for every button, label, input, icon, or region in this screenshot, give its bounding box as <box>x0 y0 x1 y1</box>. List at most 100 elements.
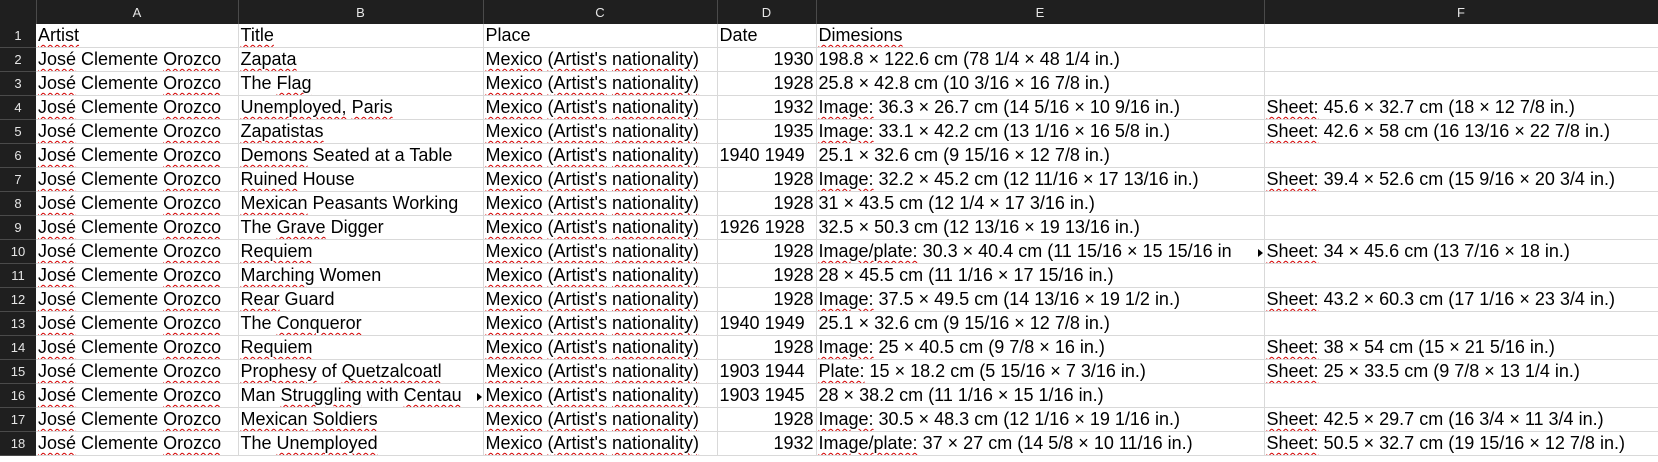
cell-b7[interactable]: Ruined House <box>238 167 484 192</box>
cell-b15[interactable]: Prophesy of Quetzalcoatl <box>238 359 484 384</box>
cell-b6[interactable]: Demons Seated at a Table <box>238 143 484 168</box>
cell-e7[interactable]: Image: 32.2 × 45.2 cm (12 11/16 × 17 13/… <box>816 167 1265 192</box>
cell-a17[interactable]: José Clemente Orozco <box>36 407 239 432</box>
cell-f18[interactable]: Sheet: 50.5 × 32.7 cm (19 15/16 × 12 7/8… <box>1264 431 1658 456</box>
cell-f11[interactable] <box>1264 263 1658 288</box>
cell-d6[interactable]: 1940 1949 <box>717 143 817 168</box>
cell-a4[interactable]: José Clemente Orozco <box>36 95 239 120</box>
cell-f7[interactable]: Sheet: 39.4 × 52.6 cm (15 9/16 × 20 3/4 … <box>1264 167 1658 192</box>
cell-d17[interactable]: 1928 <box>717 407 817 432</box>
cell-a7[interactable]: José Clemente Orozco <box>36 167 239 192</box>
cell-c4[interactable]: Mexico (Artist's nationality) <box>483 95 718 120</box>
column-header-b[interactable]: B <box>238 0 484 24</box>
cell-d13[interactable]: 1940 1949 <box>717 311 817 336</box>
cell-e4[interactable]: Image: 36.3 × 26.7 cm (14 5/16 × 10 9/16… <box>816 95 1265 120</box>
cell-a10[interactable]: José Clemente Orozco <box>36 239 239 264</box>
cell-d3[interactable]: 1928 <box>717 71 817 96</box>
row-header[interactable]: 10 <box>0 239 36 264</box>
cell-f8[interactable] <box>1264 191 1658 216</box>
row-header[interactable]: 14 <box>0 335 36 360</box>
cell-c9[interactable]: Mexico (Artist's nationality) <box>483 215 718 240</box>
row-header[interactable]: 1 <box>0 24 36 48</box>
cell-c6[interactable]: Mexico (Artist's nationality) <box>483 143 718 168</box>
cell-d2[interactable]: 1930 <box>717 47 817 72</box>
cell-d7[interactable]: 1928 <box>717 167 817 192</box>
cell-c16[interactable]: Mexico (Artist's nationality) <box>483 383 718 408</box>
cell-e6[interactable]: 25.1 × 32.6 cm (9 15/16 × 12 7/8 in.) <box>816 143 1265 168</box>
cell-e1[interactable]: Dimesions <box>816 24 1265 48</box>
cell-b10[interactable]: Requiem <box>238 239 484 264</box>
cell-f5[interactable]: Sheet: 42.6 × 58 cm (16 13/16 × 22 7/8 i… <box>1264 119 1658 144</box>
row-header[interactable]: 9 <box>0 215 36 240</box>
cell-b2[interactable]: Zapata <box>238 47 484 72</box>
cell-a2[interactable]: José Clemente Orozco <box>36 47 239 72</box>
row-header[interactable]: 2 <box>0 47 36 72</box>
cell-b13[interactable]: The Conqueror <box>238 311 484 336</box>
cell-e3[interactable]: 25.8 × 42.8 cm (10 3/16 × 16 7/8 in.) <box>816 71 1265 96</box>
row-header[interactable]: 17 <box>0 407 36 432</box>
cell-e2[interactable]: 198.8 × 122.6 cm (78 1/4 × 48 1/4 in.) <box>816 47 1265 72</box>
cell-e9[interactable]: 32.5 × 50.3 cm (12 13/16 × 19 13/16 in.) <box>816 215 1265 240</box>
cell-e18[interactable]: Image/plate: 37 × 27 cm (14 5/8 × 10 11/… <box>816 431 1265 456</box>
cell-f14[interactable]: Sheet: 38 × 54 cm (15 × 21 5/16 in.) <box>1264 335 1658 360</box>
column-header-a[interactable]: A <box>36 0 239 24</box>
row-header[interactable]: 11 <box>0 263 36 288</box>
cell-d10[interactable]: 1928 <box>717 239 817 264</box>
row-header[interactable]: 7 <box>0 167 36 192</box>
row-header[interactable]: 5 <box>0 119 36 144</box>
cell-a15[interactable]: José Clemente Orozco <box>36 359 239 384</box>
cell-b14[interactable]: Requiem <box>238 335 484 360</box>
row-header[interactable]: 3 <box>0 71 36 96</box>
cell-c18[interactable]: Mexico (Artist's nationality) <box>483 431 718 456</box>
cell-f9[interactable] <box>1264 215 1658 240</box>
cell-b18[interactable]: The Unemployed <box>238 431 484 456</box>
row-header[interactable]: 15 <box>0 359 36 384</box>
cell-a18[interactable]: José Clemente Orozco <box>36 431 239 456</box>
cell-b16[interactable]: Man Struggling with Centau <box>238 383 484 408</box>
cell-c17[interactable]: Mexico (Artist's nationality) <box>483 407 718 432</box>
cell-a3[interactable]: José Clemente Orozco <box>36 71 239 96</box>
cell-c8[interactable]: Mexico (Artist's nationality) <box>483 191 718 216</box>
cell-c1[interactable]: Place <box>483 24 718 48</box>
cell-b4[interactable]: Unemployed, Paris <box>238 95 484 120</box>
row-header[interactable]: 6 <box>0 143 36 168</box>
row-header[interactable]: 16 <box>0 383 36 408</box>
cell-d18[interactable]: 1932 <box>717 431 817 456</box>
cell-d11[interactable]: 1928 <box>717 263 817 288</box>
cell-a11[interactable]: José Clemente Orozco <box>36 263 239 288</box>
cell-d14[interactable]: 1928 <box>717 335 817 360</box>
cell-f16[interactable] <box>1264 383 1658 408</box>
column-header-d[interactable]: D <box>717 0 817 24</box>
cell-d12[interactable]: 1928 <box>717 287 817 312</box>
cell-e11[interactable]: 28 × 45.5 cm (11 1/16 × 17 15/16 in.) <box>816 263 1265 288</box>
cell-d1[interactable]: Date <box>717 24 817 48</box>
cell-a5[interactable]: José Clemente Orozco <box>36 119 239 144</box>
row-header[interactable]: 18 <box>0 431 36 456</box>
cell-f10[interactable]: Sheet: 34 × 45.6 cm (13 7/16 × 18 in.) <box>1264 239 1658 264</box>
cell-c3[interactable]: Mexico (Artist's nationality) <box>483 71 718 96</box>
cell-e17[interactable]: Image: 30.5 × 48.3 cm (12 1/16 × 19 1/16… <box>816 407 1265 432</box>
cell-b3[interactable]: The Flag <box>238 71 484 96</box>
cell-c5[interactable]: Mexico (Artist's nationality) <box>483 119 718 144</box>
cell-a14[interactable]: José Clemente Orozco <box>36 335 239 360</box>
cell-a8[interactable]: José Clemente Orozco <box>36 191 239 216</box>
cell-b11[interactable]: Marching Women <box>238 263 484 288</box>
cell-e16[interactable]: 28 × 38.2 cm (11 1/16 × 15 1/16 in.) <box>816 383 1265 408</box>
cell-b8[interactable]: Mexican Peasants Working <box>238 191 484 216</box>
cell-a1[interactable]: Artist <box>36 24 239 48</box>
cell-a12[interactable]: José Clemente Orozco <box>36 287 239 312</box>
cell-e14[interactable]: Image: 25 × 40.5 cm (9 7/8 × 16 in.) <box>816 335 1265 360</box>
row-header[interactable]: 12 <box>0 287 36 312</box>
cell-d8[interactable]: 1928 <box>717 191 817 216</box>
cell-f12[interactable]: Sheet: 43.2 × 60.3 cm (17 1/16 × 23 3/4 … <box>1264 287 1658 312</box>
cell-e12[interactable]: Image: 37.5 × 49.5 cm (14 13/16 × 19 1/2… <box>816 287 1265 312</box>
cell-e15[interactable]: Plate: 15 × 18.2 cm (5 15/16 × 7 3/16 in… <box>816 359 1265 384</box>
cell-c7[interactable]: Mexico (Artist's nationality) <box>483 167 718 192</box>
cell-f3[interactable] <box>1264 71 1658 96</box>
cell-f4[interactable]: Sheet: 45.6 × 32.7 cm (18 × 12 7/8 in.) <box>1264 95 1658 120</box>
cell-e5[interactable]: Image: 33.1 × 42.2 cm (13 1/16 × 16 5/8 … <box>816 119 1265 144</box>
cell-f17[interactable]: Sheet: 42.5 × 29.7 cm (16 3/4 × 11 3/4 i… <box>1264 407 1658 432</box>
cell-f6[interactable] <box>1264 143 1658 168</box>
column-header-e[interactable]: E <box>816 0 1265 24</box>
cell-e13[interactable]: 25.1 × 32.6 cm (9 15/16 × 12 7/8 in.) <box>816 311 1265 336</box>
